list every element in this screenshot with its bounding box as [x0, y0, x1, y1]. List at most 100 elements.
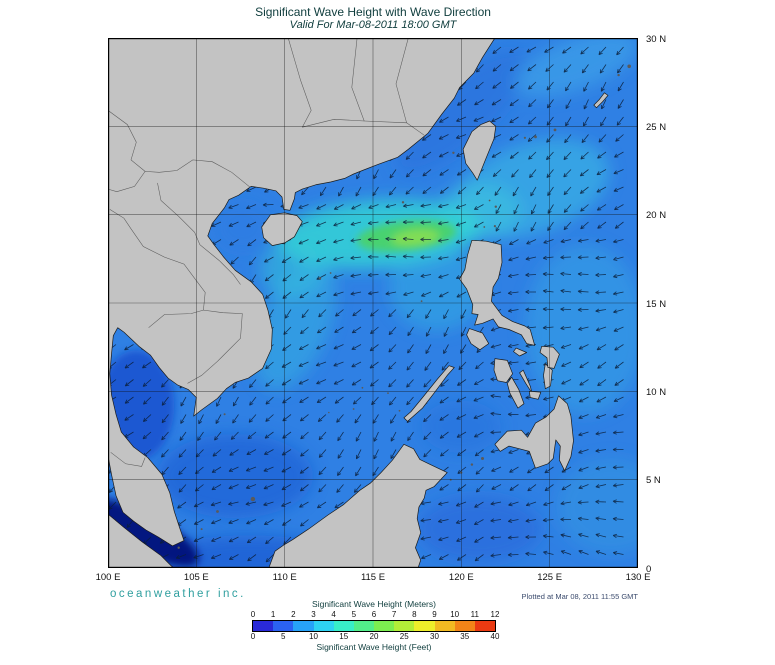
- island-dot: [534, 135, 537, 139]
- island-dot: [523, 136, 526, 139]
- meters-tick-label: 12: [490, 610, 500, 619]
- country-border-line: [302, 119, 425, 136]
- country-border-line: [187, 309, 243, 384]
- colorbar-segment: [313, 621, 334, 631]
- lat-tick-label: 25 N: [646, 121, 667, 133]
- latitude-axis: 30 N 25 N 20 N 15 N 10 N 5 N 0: [646, 34, 686, 575]
- lat-tick-label: 30 N: [646, 33, 667, 45]
- colorbar-segment: [474, 621, 496, 631]
- colorbar-segment: [333, 621, 354, 631]
- land-polygon: [403, 365, 455, 422]
- country-border-line: [110, 452, 146, 467]
- lat-tick-label: 15 N: [646, 298, 667, 310]
- meters-tick-label: 11: [470, 610, 479, 619]
- meters-tick-label: 9: [432, 610, 437, 619]
- lon-tick-label: 120 E: [448, 572, 474, 583]
- oceanweather-logo: oceanweather inc.: [110, 588, 246, 600]
- country-border-line: [287, 38, 312, 128]
- legend-meters-label: Significant Wave Height (Meters): [312, 599, 436, 609]
- country-border-line: [108, 110, 146, 172]
- longitude-axis: 100 E 105 E 110 E 115 E 120 E 125 E 130 E: [96, 572, 651, 586]
- land-polygon: [593, 92, 609, 109]
- land-polygon: [459, 239, 536, 346]
- colorbar-segment: [374, 621, 395, 631]
- island-dot: [250, 496, 256, 502]
- island-dot: [177, 546, 180, 549]
- island-dot: [493, 225, 496, 228]
- island-dot: [328, 411, 330, 414]
- lon-tick-label: 100 E: [95, 572, 121, 583]
- island-dot: [494, 205, 497, 208]
- country-border-line: [157, 182, 241, 285]
- land-polygon: [528, 390, 542, 400]
- lon-tick-label: 130 E: [625, 572, 651, 583]
- country-border-line: [395, 38, 409, 123]
- land-polygon: [466, 328, 490, 351]
- country-border-line: [109, 209, 206, 311]
- island-dot: [452, 151, 455, 154]
- island-dot: [470, 463, 474, 466]
- lat-tick-label: 20 N: [646, 210, 667, 222]
- land-polygon: [261, 212, 303, 246]
- country-borders: [108, 38, 425, 467]
- feet-tick-label: 5: [281, 632, 286, 641]
- lon-tick-label: 110 E: [272, 572, 297, 583]
- feet-tick-label: 15: [339, 632, 349, 641]
- island-dot: [361, 386, 364, 389]
- land-polygon: [462, 120, 497, 181]
- colorbar-segment: [394, 621, 415, 631]
- page-title: Significant Wave Height with Wave Direct…: [255, 5, 491, 19]
- country-border-line: [148, 309, 204, 328]
- land-masses: [108, 38, 609, 568]
- island-dot: [398, 409, 401, 412]
- colorbar-segment: [454, 621, 475, 631]
- lat-lon-grid: [108, 38, 638, 568]
- feet-tick-label: 40: [490, 632, 500, 641]
- land-polygon: [506, 376, 525, 409]
- small-islands: [177, 64, 631, 549]
- colorbar-segment: [434, 621, 455, 631]
- map-frame: [108, 38, 638, 568]
- legend-colorbar: [252, 620, 496, 632]
- island-dot: [483, 226, 486, 228]
- land-polygon: [494, 395, 574, 472]
- country-border-line: [351, 38, 365, 122]
- meters-tick-label: 10: [450, 610, 460, 619]
- valid-time-subtitle: Valid For Mar-08-2011 18:00 GMT: [289, 19, 457, 31]
- feet-tick-label: 20: [369, 632, 379, 641]
- meters-tick-label: 4: [331, 610, 336, 619]
- legend-meters-ticks: 0 1 2 3 4 5 6 7 8 9 10 11 12: [251, 610, 500, 620]
- country-border-line: [108, 159, 251, 192]
- feet-tick-label: 25: [399, 632, 409, 641]
- colorbar-segment: [414, 621, 435, 631]
- island-dot: [488, 199, 491, 202]
- map-canvas: [108, 38, 638, 568]
- feet-tick-label: 10: [309, 632, 318, 641]
- lon-tick-label: 115 E: [360, 572, 386, 583]
- island-dot: [627, 64, 631, 69]
- island-dot: [216, 510, 219, 513]
- land-polygon: [268, 443, 448, 568]
- island-dot: [420, 300, 423, 303]
- island-dot: [617, 73, 620, 77]
- colorbar-segment: [273, 621, 294, 631]
- lat-tick-label: 0: [646, 563, 652, 575]
- wave-height-field: [108, 38, 638, 568]
- lat-tick-label: 5 N: [646, 475, 661, 487]
- feet-tick-label: 35: [460, 632, 470, 641]
- land-polygon: [108, 38, 496, 547]
- land-polygon: [108, 513, 175, 568]
- land-polygon: [519, 369, 533, 394]
- island-dot: [387, 392, 389, 394]
- legend-feet-label: Significant Wave Height (Feet): [316, 642, 432, 652]
- meters-tick-label: 1: [270, 610, 276, 619]
- island-dot: [352, 408, 355, 410]
- lat-tick-label: 10 N: [646, 386, 667, 398]
- land-polygon: [543, 363, 553, 390]
- island-dot: [200, 528, 203, 531]
- plotted-timestamp: Plotted at Mar 08, 2011 11:55 GMT: [521, 592, 638, 601]
- land-polygon: [513, 347, 528, 357]
- meters-tick-label: 7: [391, 610, 397, 619]
- meters-tick-label: 6: [371, 610, 377, 619]
